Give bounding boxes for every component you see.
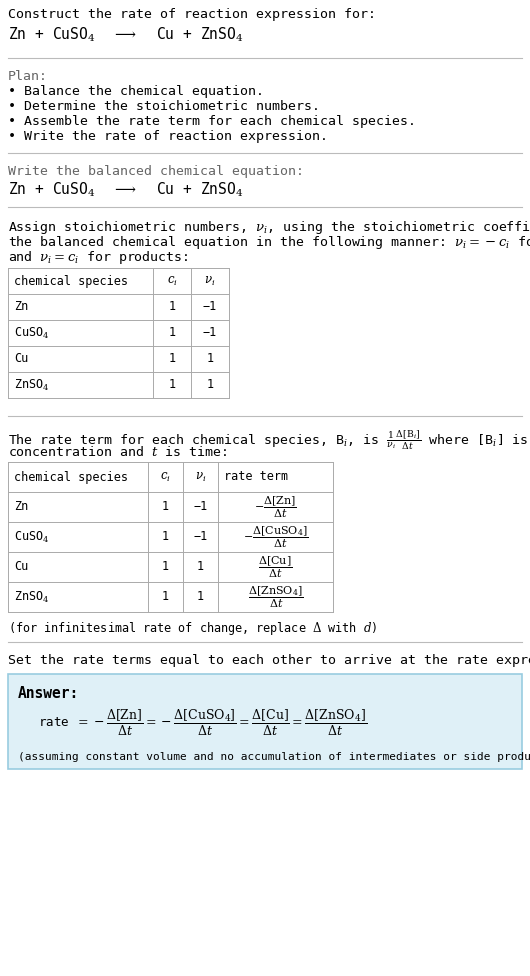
Text: Answer:: Answer:	[18, 686, 80, 701]
Text: Plan:: Plan:	[8, 70, 48, 83]
Text: 1: 1	[162, 590, 169, 603]
Text: $c_i$: $c_i$	[166, 274, 178, 288]
Text: CuSO$_4$: CuSO$_4$	[14, 325, 49, 341]
Text: 1: 1	[162, 560, 169, 574]
Text: Zn + CuSO$_4$  $\longrightarrow$  Cu + ZnSO$_4$: Zn + CuSO$_4$ $\longrightarrow$ Cu + ZnS…	[8, 26, 244, 44]
Text: Write the balanced chemical equation:: Write the balanced chemical equation:	[8, 165, 304, 178]
Text: Zn: Zn	[14, 501, 28, 513]
Text: • Determine the stoichiometric numbers.: • Determine the stoichiometric numbers.	[8, 100, 320, 113]
Text: −1: −1	[203, 301, 217, 313]
Text: 1: 1	[207, 379, 214, 391]
Text: $\dfrac{\Delta[\mathrm{ZnSO}_4]}{\Delta t}$: $\dfrac{\Delta[\mathrm{ZnSO}_4]}{\Delta …	[248, 585, 303, 610]
Text: 1: 1	[197, 560, 204, 574]
Text: Zn + CuSO$_4$  $\longrightarrow$  Cu + ZnSO$_4$: Zn + CuSO$_4$ $\longrightarrow$ Cu + ZnS…	[8, 181, 244, 199]
Text: the balanced chemical equation in the following manner: $\nu_i = -c_i$ for react: the balanced chemical equation in the fo…	[8, 234, 530, 251]
Text: The rate term for each chemical species, B$_i$, is $\frac{1}{\nu_i}\frac{\Delta[: The rate term for each chemical species,…	[8, 428, 530, 452]
Text: Cu: Cu	[14, 560, 28, 574]
Text: $\dfrac{\Delta[\mathrm{Cu}]}{\Delta t}$: $\dfrac{\Delta[\mathrm{Cu}]}{\Delta t}$	[258, 554, 293, 580]
Text: 1: 1	[207, 352, 214, 365]
Text: • Assemble the rate term for each chemical species.: • Assemble the rate term for each chemic…	[8, 115, 416, 128]
Text: $-\dfrac{\Delta[\mathrm{CuSO}_4]}{\Delta t}$: $-\dfrac{\Delta[\mathrm{CuSO}_4]}{\Delta…	[243, 524, 308, 549]
Text: chemical species: chemical species	[14, 274, 128, 288]
Text: rate term: rate term	[224, 470, 288, 483]
Text: −1: −1	[203, 327, 217, 340]
Text: $c_i$: $c_i$	[160, 470, 171, 483]
Text: −1: −1	[193, 531, 208, 544]
FancyBboxPatch shape	[8, 674, 522, 769]
Text: 1: 1	[169, 379, 175, 391]
Text: Cu: Cu	[14, 352, 28, 365]
Text: • Write the rate of reaction expression.: • Write the rate of reaction expression.	[8, 130, 328, 143]
Text: CuSO$_4$: CuSO$_4$	[14, 529, 49, 545]
Text: chemical species: chemical species	[14, 470, 128, 483]
Text: −1: −1	[193, 501, 208, 513]
Text: • Balance the chemical equation.: • Balance the chemical equation.	[8, 85, 264, 98]
Text: $\nu_i$: $\nu_i$	[195, 470, 206, 483]
Text: ZnSO$_4$: ZnSO$_4$	[14, 590, 49, 604]
Text: 1: 1	[169, 327, 175, 340]
Text: ZnSO$_4$: ZnSO$_4$	[14, 378, 49, 392]
Text: $-\dfrac{\Delta[\mathrm{Zn}]}{\Delta t}$: $-\dfrac{\Delta[\mathrm{Zn}]}{\Delta t}$	[254, 494, 297, 520]
Text: 1: 1	[162, 531, 169, 544]
Text: concentration and $t$ is time:: concentration and $t$ is time:	[8, 445, 227, 459]
Text: rate $= -\dfrac{\Delta[\mathrm{Zn}]}{\Delta t} = -\dfrac{\Delta[\mathrm{CuSO}_4]: rate $= -\dfrac{\Delta[\mathrm{Zn}]}{\De…	[38, 708, 367, 738]
Text: $\nu_i$: $\nu_i$	[204, 274, 216, 288]
Text: 1: 1	[197, 590, 204, 603]
Text: Construct the rate of reaction expression for:: Construct the rate of reaction expressio…	[8, 8, 376, 21]
Text: Zn: Zn	[14, 301, 28, 313]
Text: Assign stoichiometric numbers, $\nu_i$, using the stoichiometric coefficients, $: Assign stoichiometric numbers, $\nu_i$, …	[8, 219, 530, 236]
Text: 1: 1	[169, 301, 175, 313]
Text: (assuming constant volume and no accumulation of intermediates or side products): (assuming constant volume and no accumul…	[18, 752, 530, 762]
Text: Set the rate terms equal to each other to arrive at the rate expression:: Set the rate terms equal to each other t…	[8, 654, 530, 667]
Text: 1: 1	[169, 352, 175, 365]
Text: and $\nu_i = c_i$ for products:: and $\nu_i = c_i$ for products:	[8, 249, 189, 266]
Text: 1: 1	[162, 501, 169, 513]
Text: (for infinitesimal rate of change, replace $\Delta$ with $d$): (for infinitesimal rate of change, repla…	[8, 620, 377, 637]
